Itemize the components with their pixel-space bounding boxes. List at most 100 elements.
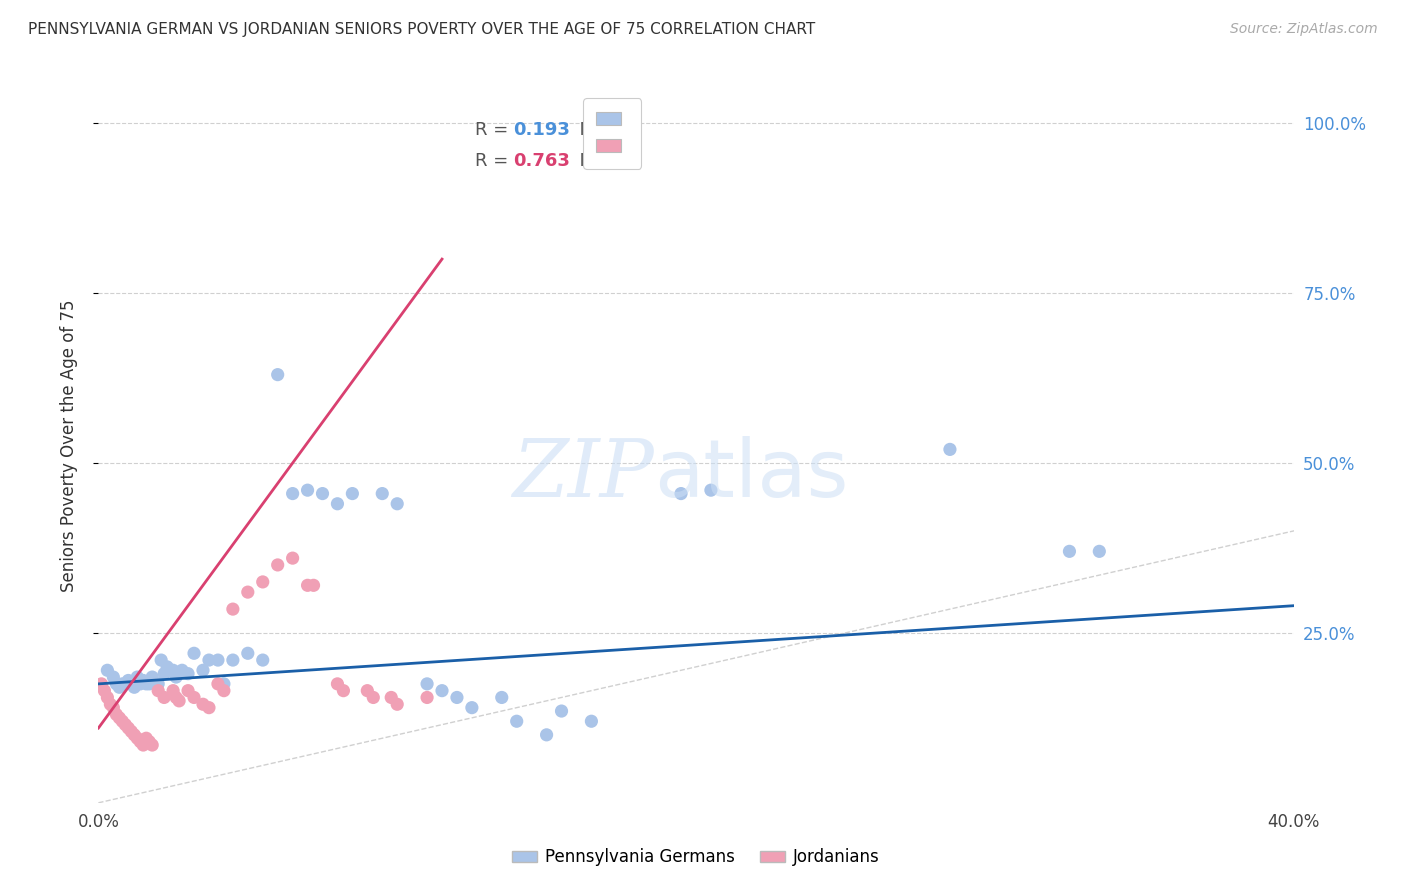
- Text: R =: R =: [475, 152, 513, 170]
- Point: [177, 683, 200, 698]
- Point: [536, 728, 558, 742]
- Point: [302, 578, 325, 592]
- Point: [124, 728, 146, 742]
- Point: [385, 497, 409, 511]
- Point: [198, 700, 221, 714]
- Point: [207, 653, 229, 667]
- Point: [191, 663, 214, 677]
- Point: [1088, 544, 1111, 558]
- Point: [550, 704, 572, 718]
- Point: [356, 683, 378, 698]
- Point: [222, 653, 245, 667]
- Point: [93, 683, 115, 698]
- Point: [212, 683, 235, 698]
- Point: [165, 690, 187, 705]
- Point: [236, 646, 259, 660]
- Point: [135, 677, 157, 691]
- Point: [252, 574, 274, 589]
- Point: [183, 690, 205, 705]
- Point: [162, 663, 184, 677]
- Text: R =: R =: [475, 121, 513, 139]
- Point: [114, 717, 136, 731]
- Point: [156, 660, 179, 674]
- Text: Source: ZipAtlas.com: Source: ZipAtlas.com: [1230, 22, 1378, 37]
- Text: 0.763: 0.763: [513, 152, 569, 170]
- Point: [90, 677, 112, 691]
- Y-axis label: Seniors Poverty Over the Age of 75: Seniors Poverty Over the Age of 75: [59, 300, 77, 592]
- Point: [96, 690, 118, 705]
- Point: [1059, 544, 1081, 558]
- Point: [222, 602, 245, 616]
- Point: [281, 486, 304, 500]
- Point: [342, 486, 364, 500]
- Point: [120, 677, 142, 691]
- Point: [165, 670, 187, 684]
- Point: [153, 690, 176, 705]
- Point: [191, 698, 214, 712]
- Point: [138, 677, 160, 691]
- Point: [297, 578, 319, 592]
- Point: [141, 738, 163, 752]
- Point: [939, 442, 962, 457]
- Point: [108, 680, 131, 694]
- Point: [371, 486, 394, 500]
- Legend: Pennsylvania Germans, Jordanians: Pennsylvania Germans, Jordanians: [505, 842, 887, 873]
- Point: [416, 690, 439, 705]
- Point: [124, 680, 146, 694]
- Point: [138, 734, 160, 748]
- Point: [183, 646, 205, 660]
- Text: N =: N =: [568, 152, 620, 170]
- Point: [108, 711, 131, 725]
- Point: [120, 724, 142, 739]
- Point: [430, 683, 453, 698]
- Text: 0.193: 0.193: [513, 121, 569, 139]
- Point: [461, 700, 484, 714]
- Point: [506, 714, 529, 729]
- Point: [491, 690, 513, 705]
- Point: [129, 677, 152, 691]
- Text: N =: N =: [568, 121, 620, 139]
- Point: [117, 673, 139, 688]
- Point: [148, 683, 170, 698]
- Point: [100, 698, 122, 712]
- Point: [700, 483, 723, 498]
- Point: [177, 666, 200, 681]
- Point: [380, 690, 402, 705]
- Point: [111, 714, 134, 729]
- Point: [132, 673, 155, 688]
- Point: [114, 677, 136, 691]
- Point: [212, 677, 235, 691]
- Point: [132, 738, 155, 752]
- Point: [150, 653, 173, 667]
- Point: [363, 690, 385, 705]
- Point: [326, 497, 349, 511]
- Point: [153, 666, 176, 681]
- Point: [446, 690, 468, 705]
- Point: [162, 683, 184, 698]
- Point: [148, 677, 170, 691]
- Point: [105, 677, 128, 691]
- Point: [267, 558, 290, 572]
- Point: [141, 670, 163, 684]
- Text: atlas: atlas: [654, 435, 848, 514]
- Point: [167, 694, 190, 708]
- Point: [311, 486, 333, 500]
- Point: [117, 721, 139, 735]
- Point: [172, 663, 194, 677]
- Text: PENNSYLVANIA GERMAN VS JORDANIAN SENIORS POVERTY OVER THE AGE OF 75 CORRELATION : PENNSYLVANIA GERMAN VS JORDANIAN SENIORS…: [28, 22, 815, 37]
- Point: [111, 677, 134, 691]
- Point: [96, 663, 118, 677]
- Point: [103, 670, 125, 684]
- Point: [281, 551, 304, 566]
- Point: [267, 368, 290, 382]
- Point: [105, 707, 128, 722]
- Point: [198, 653, 221, 667]
- Point: [135, 731, 157, 746]
- Point: [252, 653, 274, 667]
- Text: 43: 43: [614, 152, 640, 170]
- Point: [129, 734, 152, 748]
- Text: ZIP: ZIP: [512, 436, 654, 513]
- Point: [236, 585, 259, 599]
- Point: [669, 486, 692, 500]
- Point: [297, 483, 319, 498]
